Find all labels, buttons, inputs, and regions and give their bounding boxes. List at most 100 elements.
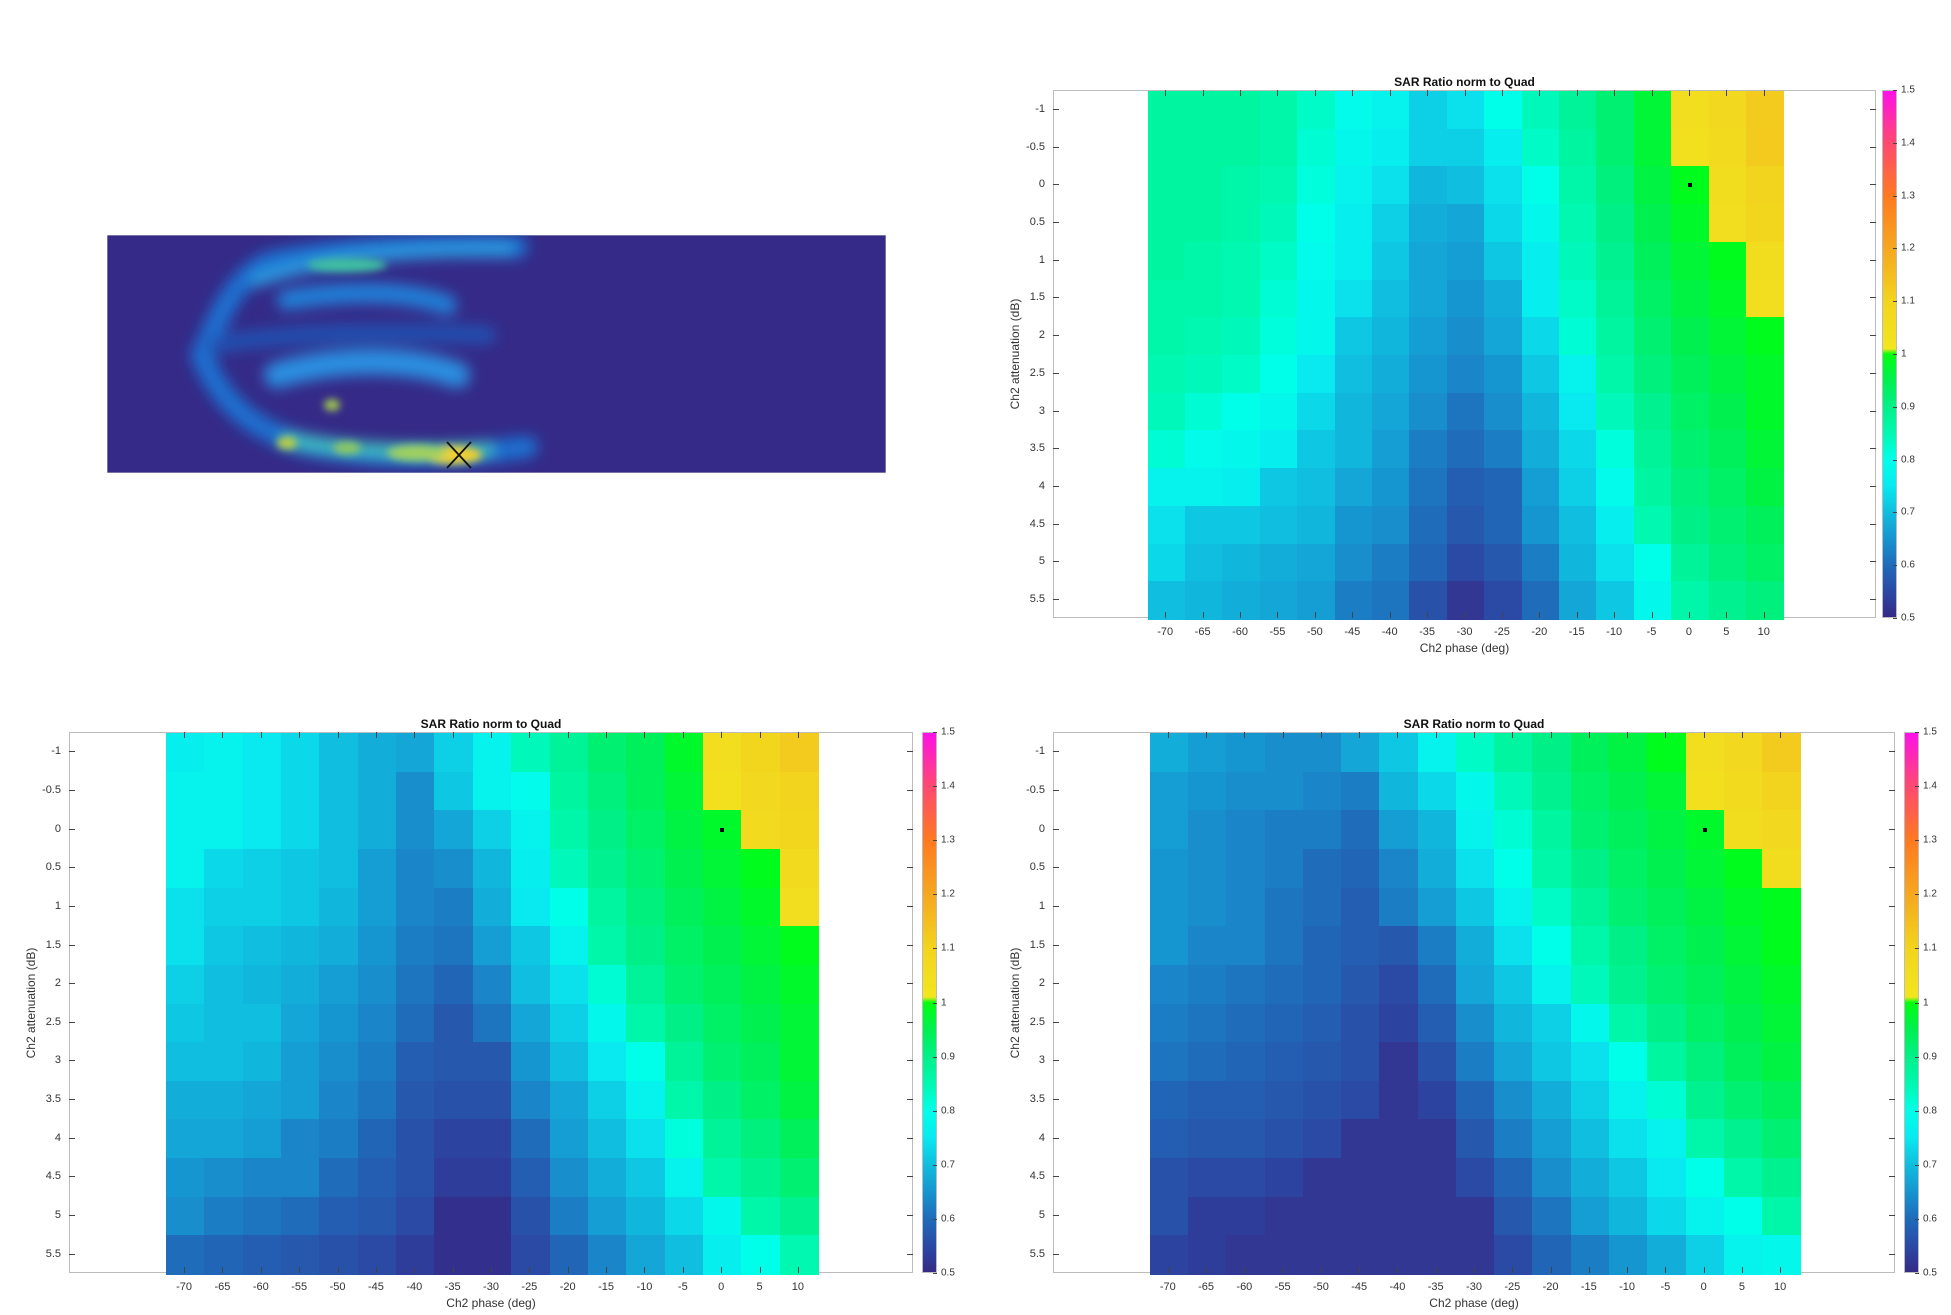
heatmap-cell [1521,279,1560,318]
x-tick-mark [1539,612,1541,618]
y-tick-mark [907,1176,913,1178]
heatmap-cell [1222,204,1261,243]
heatmap-cell [1341,1235,1380,1275]
heatmap-cell [1633,241,1672,281]
y-tick-mark [1870,599,1876,601]
heatmap-cell [1494,771,1533,811]
heatmap-cell [165,1042,205,1082]
colorbar-tick-mark [1893,248,1897,250]
heatmap-cell [1147,543,1186,582]
heatmap-cell [1226,733,1266,773]
colorbar-tick-label: 1 [941,997,947,1008]
heatmap-cell [165,1080,205,1121]
colorbar-tick-label: 0.9 [941,1051,955,1063]
heatmap-cell [1484,317,1523,356]
heatmap-cell [626,926,666,966]
heatmap-cell [1417,1042,1457,1082]
heatmap-cell [1371,355,1410,394]
heatmap-cell [472,1080,512,1121]
heatmap-cell [703,771,742,811]
heatmap-cell [1409,543,1448,582]
heatmap-cell [1494,733,1533,773]
heatmap-cell [1149,1042,1189,1082]
x-tick-mark [1550,1267,1552,1273]
y-tick-label: 5.5 [1029,1247,1045,1260]
heatmap-cell [1685,771,1725,811]
heatmap-cell [1484,430,1523,469]
heatmap-cell [1417,733,1457,773]
x-tick-label: 0 [718,1281,725,1293]
heatmap-cell [1633,430,1672,469]
heatmap-cell [1685,1042,1725,1082]
heatmap-cell [1226,1158,1266,1198]
heatmap-cell [1446,317,1485,356]
heatmap-cell [1455,848,1495,889]
heatmap-cell [472,926,512,966]
x-tick-mark [1588,1267,1590,1273]
x-tick-label: 0 [1700,1281,1707,1293]
heatmap-cell [1608,848,1648,889]
heatmap-cell [1762,926,1801,966]
heatmap-cell [319,771,359,811]
x-axis-label: Ch2 phase (deg) [1429,1296,1519,1310]
heatmap-cell [357,887,397,927]
heatmap-cell [1570,810,1610,850]
colorbar-tick-mark [1893,354,1897,355]
x-tick-mark [1352,612,1354,618]
heatmap-cell [357,1158,397,1198]
heatmap-cell [1455,926,1495,966]
y-tick-mark [1053,108,1059,110]
colorbar-tick-label: 0.8 [1901,454,1915,466]
x-tick-mark [567,1267,569,1273]
x-tick-mark [644,1267,646,1273]
heatmap-cell [1570,1196,1610,1236]
heatmap-cell [1417,1003,1457,1043]
heatmap-cell [1559,468,1598,507]
heatmap-cell [626,733,666,773]
y-tick-mark [1053,561,1059,563]
heatmap-cell [1446,392,1485,432]
heatmap-cell [1409,581,1448,620]
heatmap-cell [1147,317,1186,356]
heatmap-cell [357,1080,397,1121]
heatmap-cell [1532,926,1572,966]
y-tick-mark [69,1060,75,1062]
heatmap-cell [1334,581,1373,620]
optimum-marker-icon [720,827,725,832]
heatmap-cell [1417,1196,1457,1236]
heatmap-cell [587,1042,627,1082]
x-tick-mark [529,1267,531,1273]
y-tick-mark [1053,448,1059,450]
heatmap-cell [1596,430,1635,469]
heatmap-cell [1484,355,1523,394]
colorbar-tick-label: 1.4 [941,780,955,792]
heatmap-cell [1685,1158,1725,1198]
heatmap-cell [472,733,512,773]
y-tick-mark [69,1137,75,1139]
x-tick-label: -60 [1236,1281,1253,1293]
heatmap-cell [1647,1196,1687,1236]
heatmap-cell [1409,204,1448,243]
heatmap-cell [396,733,436,773]
y-tick-label: 1 [1038,899,1045,912]
colorbar-tick-mark [1915,1273,1919,1274]
y-tick-mark [1870,448,1876,450]
heatmap-cell [1222,581,1261,620]
heatmap-cell [396,810,436,850]
heatmap-cell [1455,1235,1495,1275]
colorbar-tick-label: 1.5 [1923,726,1937,738]
x-axis-label: Ch2 phase (deg) [446,1296,536,1310]
y-tick-mark [1053,486,1059,487]
heatmap-cell [664,1003,704,1043]
heatmap-cell [319,964,359,1005]
heatmap-cell [1222,505,1261,545]
y-tick-mark [1870,486,1876,487]
heatmap-cell [319,1158,359,1198]
heatmap-cell [434,1235,474,1275]
heatmap-cell [1187,926,1227,966]
heatmap-cell [1226,1080,1266,1121]
heatmap-cell [1297,128,1336,168]
heatmap-cell [511,1080,551,1121]
heatmap-cell [1184,128,1223,168]
heatmap-cell [1746,166,1785,205]
